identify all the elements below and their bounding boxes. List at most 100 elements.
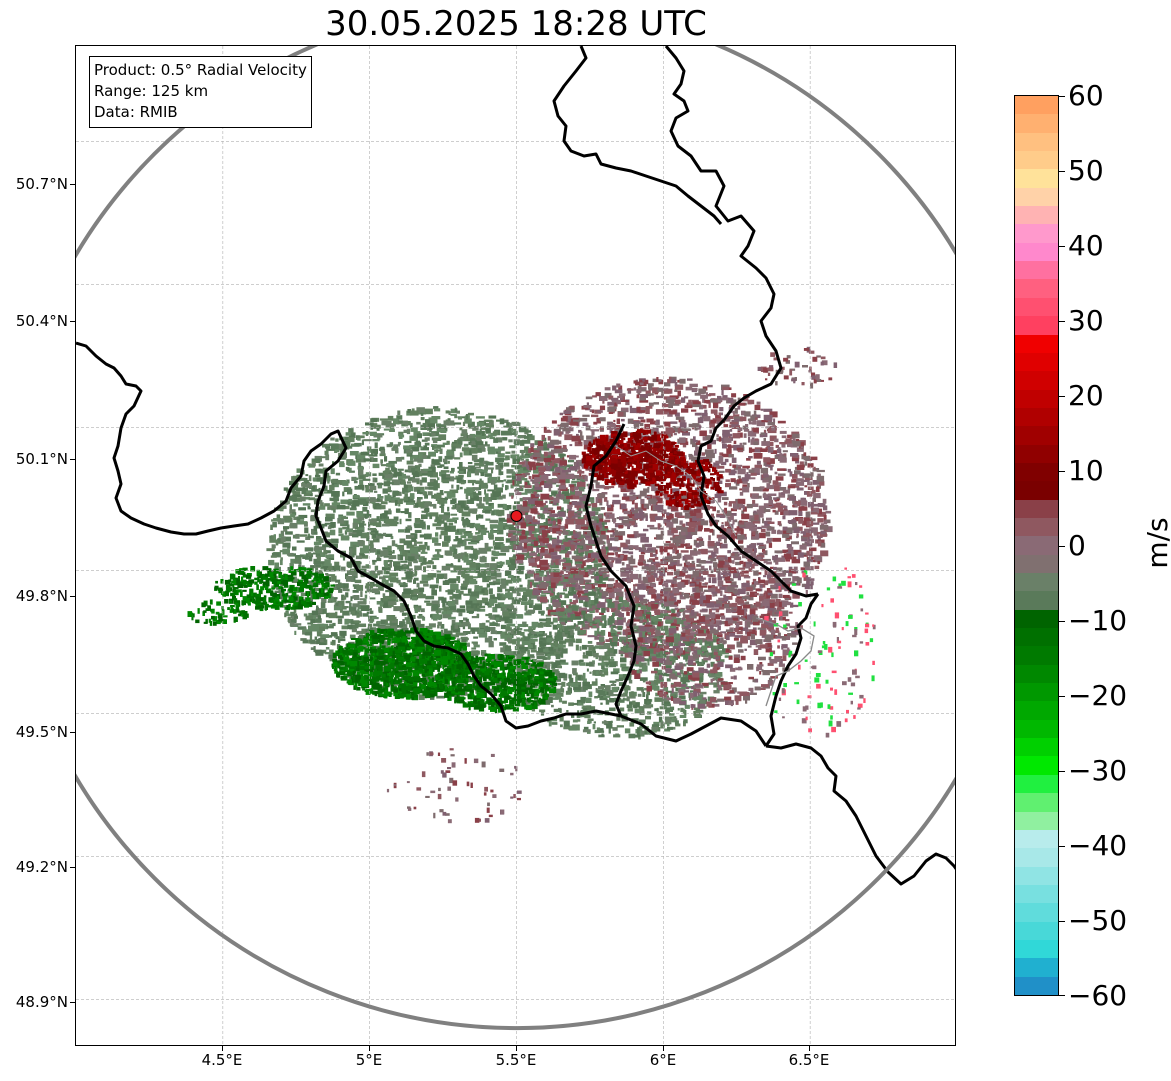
echo-cell bbox=[716, 420, 721, 425]
echo-cell bbox=[480, 427, 486, 430]
map-plot-area[interactable] bbox=[75, 45, 956, 1046]
echo-cell bbox=[681, 408, 689, 413]
echo-cell bbox=[494, 542, 504, 547]
echo-cell bbox=[696, 564, 702, 567]
echo-cell bbox=[492, 530, 499, 533]
echo-cell bbox=[724, 538, 727, 544]
echo-cell bbox=[270, 524, 273, 530]
echo-cell bbox=[449, 470, 454, 474]
echo-cell bbox=[514, 626, 520, 629]
echo-cell bbox=[731, 593, 737, 596]
echo-cell bbox=[474, 434, 483, 438]
echo-cell bbox=[478, 629, 484, 634]
echo-cell bbox=[766, 458, 775, 464]
echo-cell bbox=[296, 468, 301, 473]
echo-cell bbox=[289, 524, 298, 529]
echo-cell bbox=[792, 496, 796, 501]
echo-cell bbox=[459, 452, 463, 458]
echo-cell bbox=[488, 502, 494, 509]
echo-cell bbox=[495, 617, 500, 621]
echo-cell bbox=[458, 612, 463, 617]
echo-cell bbox=[422, 455, 427, 459]
echo-cell bbox=[476, 445, 485, 449]
echo-cell bbox=[769, 566, 774, 569]
echo-cell bbox=[350, 553, 355, 558]
echo-cell bbox=[404, 440, 412, 444]
echo-cell bbox=[667, 412, 673, 417]
echo-cell bbox=[346, 588, 350, 592]
echo-cell bbox=[367, 449, 374, 453]
echo-cell bbox=[727, 601, 730, 605]
echo-cell bbox=[318, 487, 321, 494]
echo-cell bbox=[358, 564, 361, 569]
echo-cell bbox=[524, 436, 530, 439]
echo-cell bbox=[414, 607, 418, 614]
echo-cell bbox=[543, 451, 548, 457]
echo-cell bbox=[413, 560, 418, 564]
echo-cell bbox=[529, 596, 532, 602]
echo-cell bbox=[355, 571, 358, 574]
echo-cell bbox=[416, 541, 423, 544]
echo-cell bbox=[416, 582, 420, 588]
echo-cell bbox=[348, 532, 357, 536]
echo-cell bbox=[763, 560, 768, 564]
echo-cell bbox=[459, 605, 466, 608]
echo-cell bbox=[446, 449, 455, 456]
echo-cell bbox=[302, 639, 309, 644]
echo-cell bbox=[754, 530, 759, 535]
echo-cell bbox=[545, 614, 552, 617]
echo-cell bbox=[763, 507, 767, 513]
echo-cell bbox=[547, 565, 555, 568]
echo-cell bbox=[527, 569, 534, 574]
echo-cell bbox=[718, 470, 725, 473]
echo-cell bbox=[407, 486, 414, 492]
echo-cell bbox=[602, 398, 605, 404]
echo-cell bbox=[622, 516, 630, 520]
echo-cell bbox=[458, 590, 464, 595]
echo-cell bbox=[517, 435, 527, 439]
echo-cell bbox=[310, 509, 318, 513]
echo-cell bbox=[644, 570, 650, 574]
echo-cell bbox=[529, 552, 537, 557]
echo-cell bbox=[648, 635, 658, 638]
echo-cell bbox=[270, 555, 277, 558]
echo-cell bbox=[602, 546, 610, 551]
echo-cell bbox=[387, 486, 391, 492]
echo-cell bbox=[431, 444, 438, 447]
echo-cell bbox=[694, 568, 704, 575]
echo-cell bbox=[457, 579, 461, 583]
echo-cell bbox=[522, 497, 531, 501]
echo-cell bbox=[356, 454, 366, 460]
echo-cell bbox=[620, 555, 624, 561]
echo-cell bbox=[520, 492, 528, 495]
echo-cell bbox=[410, 410, 419, 416]
echo-cell bbox=[388, 601, 397, 605]
echo-cell bbox=[679, 520, 683, 525]
echo-cell bbox=[528, 593, 538, 599]
echo-cell bbox=[313, 618, 322, 623]
echo-cell bbox=[416, 486, 425, 490]
echo-cell bbox=[328, 612, 336, 619]
echo-cell bbox=[496, 509, 505, 516]
echo-cell bbox=[591, 410, 595, 414]
echo-cell bbox=[380, 619, 388, 624]
echo-cell bbox=[649, 513, 658, 519]
echo-cell bbox=[801, 479, 810, 482]
echo-cell bbox=[460, 636, 468, 639]
echo-cell bbox=[541, 550, 549, 556]
echo-cell bbox=[599, 576, 607, 581]
echo-cell bbox=[339, 630, 347, 636]
echo-cell bbox=[313, 558, 321, 564]
echo-cell bbox=[484, 493, 489, 500]
echo-cell bbox=[521, 640, 530, 645]
echo-cell bbox=[363, 439, 372, 442]
echo-cell bbox=[465, 600, 473, 605]
echo-cell bbox=[598, 514, 603, 519]
echo-cell bbox=[395, 596, 398, 599]
echo-cell bbox=[676, 608, 682, 613]
echo-cell bbox=[768, 478, 772, 484]
echo-cell bbox=[722, 395, 728, 400]
echo-cell bbox=[312, 488, 320, 492]
echo-cell bbox=[641, 513, 648, 518]
echo-cell bbox=[381, 420, 388, 426]
